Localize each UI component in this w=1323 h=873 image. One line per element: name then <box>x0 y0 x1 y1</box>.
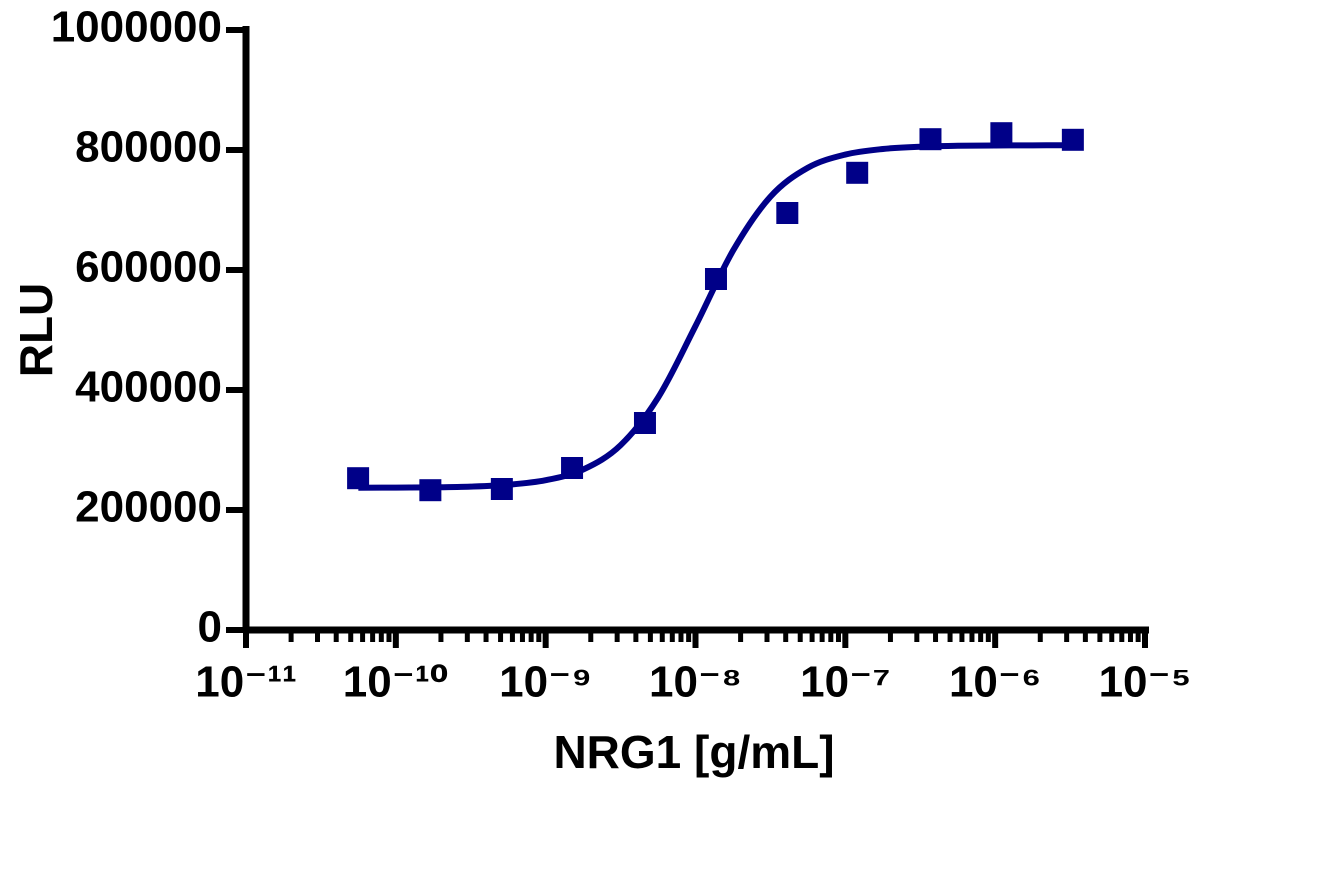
y-tick-label: 200000 <box>75 483 222 532</box>
data-point <box>1061 128 1084 151</box>
data-point <box>846 161 869 184</box>
y-tick-label: 400000 <box>75 363 222 412</box>
fit-curve <box>358 142 1071 491</box>
y-tick-label: 600000 <box>75 243 222 292</box>
data-point <box>990 122 1013 145</box>
x-tick-label: 10⁻¹⁰ <box>343 658 449 707</box>
x-tick-label: 10⁻⁵ <box>1099 658 1192 707</box>
x-tick-label: 10⁻⁷ <box>800 658 890 707</box>
data-point <box>704 268 727 290</box>
data-point <box>776 202 799 224</box>
data-point <box>490 478 513 500</box>
x-tick-label: 10⁻⁸ <box>649 658 742 707</box>
data-point <box>419 479 442 502</box>
y-axis-label: RLU <box>10 283 62 378</box>
data-point <box>561 457 584 479</box>
data-point <box>347 467 370 490</box>
x-tick-label: 10⁻¹¹ <box>195 658 296 707</box>
y-tick-label: 800000 <box>75 123 222 172</box>
x-axis-label: NRG1 [g/mL] <box>553 726 834 778</box>
y-tick-label: 0 <box>198 603 222 652</box>
data-point <box>633 412 656 434</box>
y-tick-label: 1000000 <box>51 3 222 52</box>
x-tick-label: 10⁻⁶ <box>949 658 1041 707</box>
data-point <box>919 128 942 151</box>
x-tick-label: 10⁻⁹ <box>499 658 592 707</box>
